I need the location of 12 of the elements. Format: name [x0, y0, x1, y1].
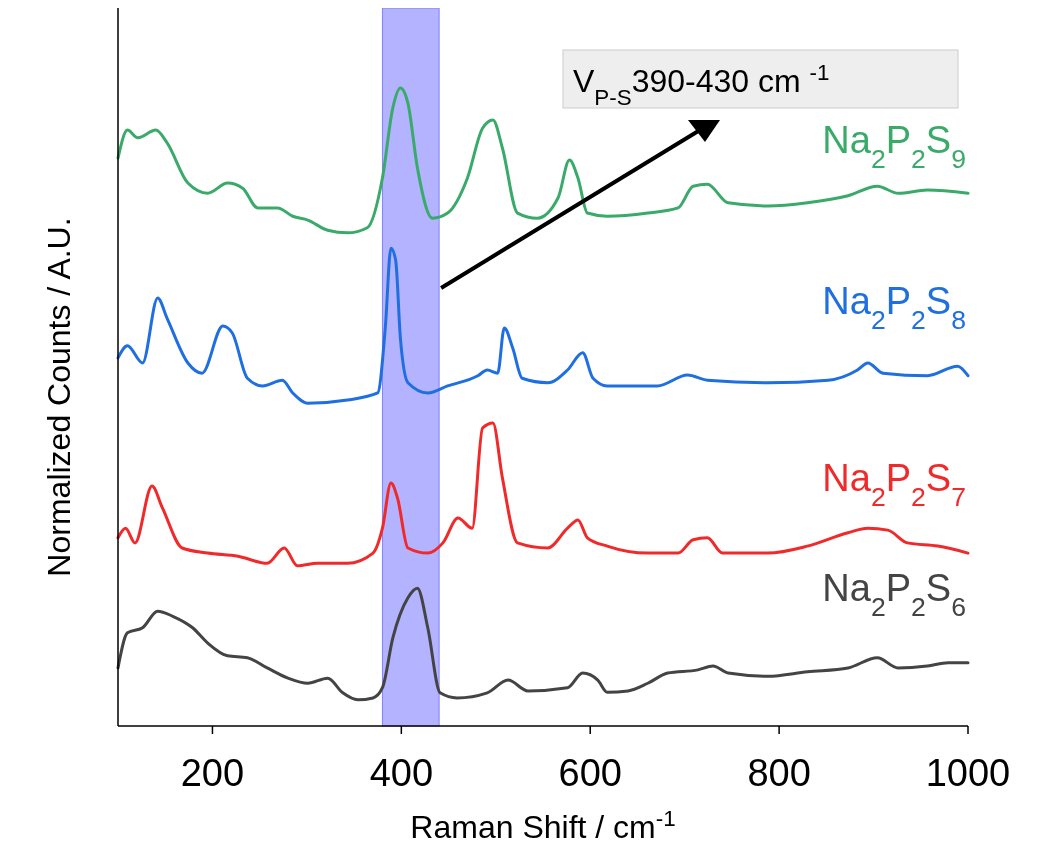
series-label: Na$_{2}$P$_{2}$S$_{8}$: [822, 279, 966, 335]
band-label: V$_{P-S}$390-430 cm $^{-1}$: [573, 59, 830, 110]
x-tick-label: 600: [558, 752, 622, 794]
x-tick-label: 800: [747, 752, 811, 794]
series-label: Na$_{2}$P$_{2}$S$_{6}$: [822, 566, 966, 622]
x-tick-label: 200: [180, 752, 245, 794]
y-axis-title: Normalized Counts / A.U.: [41, 217, 77, 577]
series-label: Na$_{2}$P$_{2}$S$_{9}$: [822, 119, 966, 174]
x-axis-title: Raman Shift / cm$^{-1}$: [410, 805, 676, 845]
x-tick-label: 400: [369, 752, 434, 794]
x-tick-label: 1000: [925, 752, 1011, 794]
series-label: Na$_{2}$P$_{2}$S$_{7}$: [822, 457, 966, 513]
